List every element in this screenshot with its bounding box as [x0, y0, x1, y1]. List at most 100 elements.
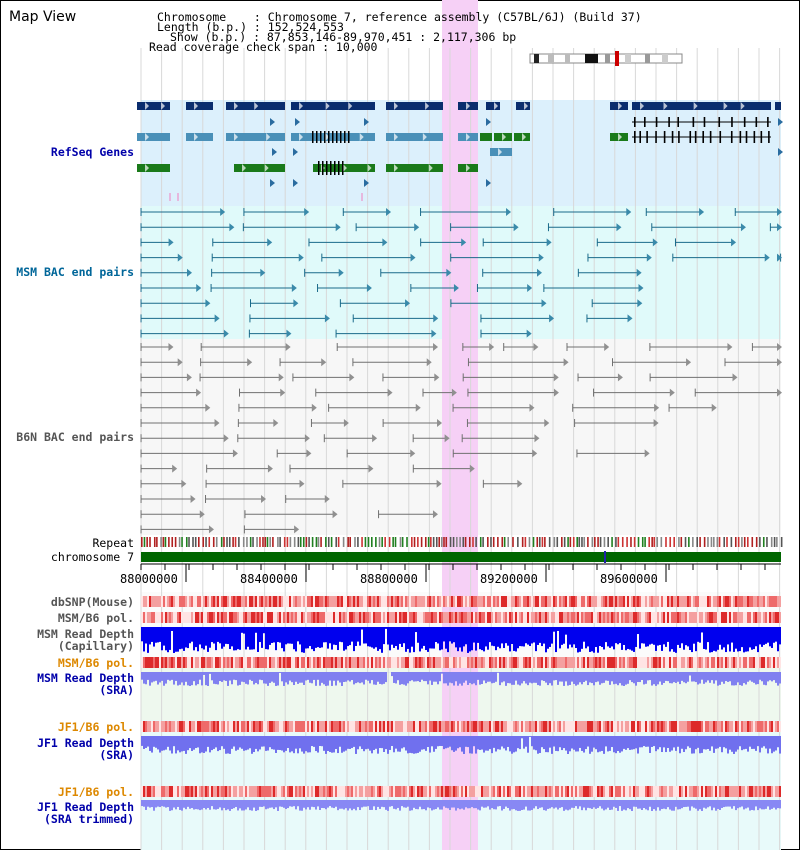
polymorphism-cell — [579, 721, 581, 732]
gene-strand-arrow — [270, 118, 275, 126]
polymorphism-cell — [393, 786, 395, 797]
read-depth-bar — [459, 736, 461, 748]
read-depth-bar — [239, 672, 241, 685]
read-depth-bar — [177, 736, 179, 751]
read-depth-bar — [475, 672, 477, 686]
read-depth-bar — [749, 736, 751, 747]
repeat-feature — [198, 537, 200, 547]
polymorphism-cell — [747, 721, 749, 732]
jf1-pol-trimmed-label[interactable]: JF1/B6 pol. — [57, 785, 134, 799]
read-depth-bar — [471, 736, 473, 754]
read-depth-bar — [577, 736, 579, 752]
repeat-feature — [755, 537, 758, 547]
polymorphism-cell — [563, 612, 565, 623]
polymorphism-cell — [547, 721, 549, 732]
read-depth-bar — [637, 672, 639, 683]
polymorphism-cell — [291, 612, 293, 623]
read-depth-bar — [515, 672, 517, 681]
read-depth-bar — [387, 627, 389, 645]
read-depth-bar — [379, 736, 381, 749]
polymorphism-cell — [511, 721, 513, 732]
read-depth-bar — [739, 736, 741, 747]
polymorphism-cell — [225, 657, 227, 668]
read-depth-bar — [253, 736, 255, 753]
read-depth-bar — [231, 736, 233, 749]
polymorphism-cell — [645, 612, 647, 623]
read-depth-bar — [407, 672, 409, 684]
msm-read-depth-sra-label[interactable]: MSM Read Depth (SRA) — [37, 671, 134, 697]
read-depth-bar — [667, 627, 669, 642]
read-depth-bar — [697, 627, 699, 642]
polymorphism-cell — [299, 721, 301, 732]
polymorphism-cell — [633, 786, 635, 797]
polymorphism-cell — [415, 786, 417, 797]
bac-end-pair — [205, 479, 305, 488]
jf1-read-depth-trimmed-label[interactable]: JF1 Read Depth (SRA trimmed) — [37, 800, 134, 826]
bac-end-pair — [250, 299, 299, 308]
b6n-bac-end-pairs-label[interactable]: B6N BAC end pairs — [16, 430, 134, 444]
polymorphism-cell — [511, 657, 513, 668]
msm-pol-capillary-label[interactable]: MSM/B6 pol. — [57, 611, 134, 625]
msm-pol-sra-label[interactable]: MSM/B6 pol. — [57, 656, 134, 670]
read-depth-bar — [459, 627, 461, 648]
bac-end-arrow — [627, 314, 633, 323]
read-depth-bar — [347, 800, 349, 811]
polymorphism-cell — [605, 657, 607, 668]
dbsnp-label[interactable]: dbSNP(Mouse) — [50, 595, 134, 609]
polymorphism-cell — [257, 612, 259, 623]
jf1-read-depth-label[interactable]: JF1 Read Depth (SRA) — [37, 736, 134, 762]
jf1-pol-label[interactable]: JF1/B6 pol. — [57, 720, 134, 734]
polymorphism-cell — [601, 612, 603, 623]
read-depth-bar — [779, 672, 781, 684]
refseq-genes-label[interactable]: RefSeq Genes — [50, 145, 134, 159]
polymorphism-cell — [605, 612, 607, 623]
polymorphism-cell — [361, 721, 363, 732]
read-depth-bar — [501, 672, 503, 683]
polymorphism-cell — [363, 786, 365, 797]
polymorphism-cell — [723, 786, 725, 797]
read-depth-bar — [439, 672, 441, 682]
read-depth-bar — [191, 672, 193, 686]
polymorphism-cell — [381, 786, 383, 797]
bac-end-pair — [304, 268, 344, 277]
polymorphism-cell — [713, 786, 715, 797]
read-depth-bar — [517, 627, 519, 649]
polymorphism-cell — [653, 596, 655, 607]
polymorphism-cell — [277, 612, 279, 623]
read-depth-bar — [523, 672, 525, 682]
polymorphism-cell — [375, 596, 377, 607]
gene-model — [234, 164, 285, 172]
msm-bac-end-pairs-label[interactable]: MSM BAC end pairs — [16, 265, 134, 279]
polymorphism-cell — [697, 657, 699, 668]
read-depth-bar — [673, 736, 675, 748]
polymorphism-cell — [521, 657, 523, 668]
polymorphism-cell — [725, 721, 727, 732]
polymorphism-cell — [277, 721, 279, 732]
read-depth-bar — [529, 800, 531, 811]
polymorphism-cell — [547, 657, 549, 668]
repeat-feature — [232, 537, 234, 547]
polymorphism-cell — [145, 721, 147, 732]
read-depth-bar — [761, 627, 763, 647]
polymorphism-cell — [393, 612, 395, 623]
polymorphism-cell — [233, 786, 235, 797]
read-depth-bar — [341, 736, 343, 753]
read-depth-bar — [265, 736, 267, 751]
read-depth-bar — [543, 736, 545, 750]
polymorphism-cell — [753, 612, 755, 623]
read-depth-bar — [389, 627, 391, 651]
polymorphism-cell — [673, 721, 675, 732]
read-depth-bar — [209, 800, 211, 810]
read-depth-bar — [651, 736, 653, 748]
read-depth-bar — [661, 627, 663, 651]
polymorphism-cell — [573, 612, 575, 623]
read-depth-bar — [557, 736, 559, 752]
polymorphism-cell — [457, 721, 459, 732]
polymorphism-cell — [151, 612, 153, 623]
msm-read-depth-capillary-label[interactable]: MSM Read Depth (Capillary) — [37, 627, 134, 653]
bac-end-arrow — [311, 403, 317, 412]
bac-end-pair — [382, 373, 440, 382]
polymorphism-cell — [161, 596, 163, 607]
read-depth-bar — [141, 800, 143, 807]
